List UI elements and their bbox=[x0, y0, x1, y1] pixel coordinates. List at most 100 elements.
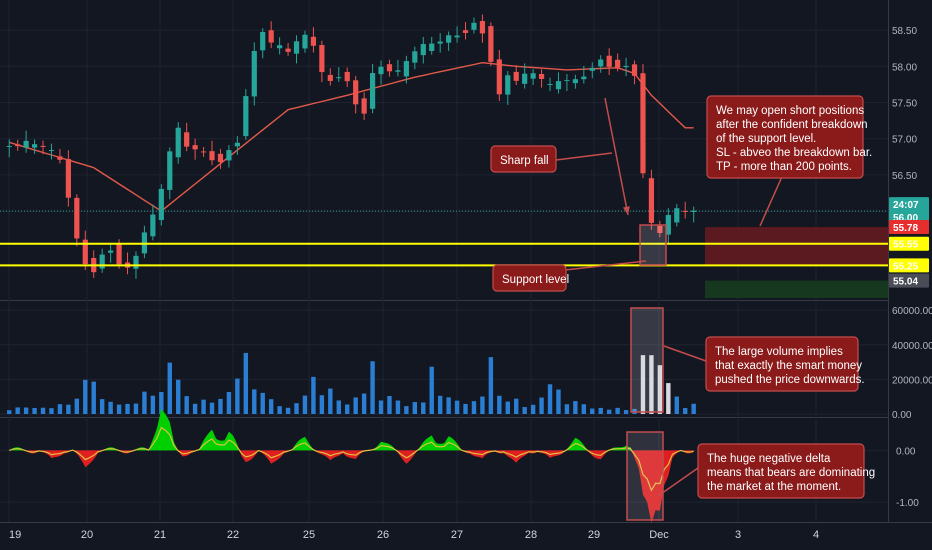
stop-loss-zone bbox=[705, 227, 888, 266]
candle-body bbox=[260, 31, 266, 51]
volume-bar bbox=[83, 379, 88, 414]
candle-body bbox=[403, 61, 409, 77]
candle-body bbox=[200, 151, 207, 153]
volume-bar bbox=[640, 355, 646, 414]
date-tick-label: 3 bbox=[735, 529, 741, 541]
candle-body bbox=[572, 79, 578, 84]
candle-body bbox=[513, 71, 519, 81]
volume-bar bbox=[564, 404, 570, 414]
volume-bar bbox=[235, 378, 240, 414]
date-tick-label: 28 bbox=[525, 529, 537, 541]
candle-body bbox=[234, 142, 240, 147]
support-tag-upper-bg bbox=[889, 236, 929, 251]
candle-body bbox=[251, 51, 257, 97]
volume-bar bbox=[404, 406, 409, 414]
take-profit-tag: 55.04 bbox=[893, 277, 918, 288]
candle-body bbox=[674, 208, 680, 223]
candle-body bbox=[310, 36, 317, 46]
volume-bar bbox=[133, 403, 139, 414]
volume-bar bbox=[311, 376, 316, 414]
volume-bar bbox=[683, 408, 688, 414]
candle-body bbox=[57, 156, 63, 160]
date-tick-label: 19 bbox=[9, 529, 21, 541]
volume-bar bbox=[285, 407, 291, 414]
volume-bar bbox=[40, 407, 46, 414]
candle-body bbox=[505, 75, 511, 95]
volume-bar bbox=[657, 365, 663, 414]
volume-bar bbox=[497, 395, 502, 414]
sharp-fall-note-line: Sharp fall bbox=[500, 155, 549, 167]
candle-body bbox=[615, 59, 621, 68]
support-tag-upper: 55.55 bbox=[893, 240, 918, 251]
volume-bar bbox=[268, 399, 274, 414]
date-tick-label: 20 bbox=[81, 529, 93, 541]
volume-bar bbox=[74, 398, 80, 414]
date-tick-label: 25 bbox=[303, 529, 315, 541]
countdown-tag-bg bbox=[889, 197, 929, 212]
volume-bar bbox=[514, 398, 519, 414]
volume-bar bbox=[539, 397, 544, 414]
candle-body bbox=[437, 41, 443, 44]
candle-body bbox=[538, 74, 545, 79]
trade-idea-note-box bbox=[706, 95, 864, 179]
volume-bar bbox=[615, 407, 620, 414]
volume-bar bbox=[606, 409, 612, 414]
volume-bar bbox=[480, 396, 485, 414]
candle-body bbox=[167, 151, 173, 190]
volume-bar bbox=[319, 395, 325, 414]
trade-idea-note-line: after the confident breakdown bbox=[716, 119, 868, 131]
trade-idea-note-line: SL - abveo the breakdown bar. bbox=[716, 147, 872, 159]
volume-bar bbox=[294, 403, 299, 414]
volume-bar bbox=[361, 393, 367, 414]
volume-bar bbox=[142, 391, 147, 414]
candle-body bbox=[336, 77, 342, 79]
candle-body bbox=[454, 35, 460, 38]
candle-body bbox=[555, 81, 562, 90]
volume-bar bbox=[547, 384, 553, 414]
price-tick-label: 58.00 bbox=[892, 62, 917, 73]
delta-arrow bbox=[657, 467, 699, 497]
candle-body bbox=[479, 21, 486, 34]
date-tick-label: 21 bbox=[154, 529, 166, 541]
volume-bar bbox=[556, 389, 561, 414]
support-level-note-line: Support level bbox=[502, 274, 569, 286]
candle-body bbox=[40, 145, 46, 147]
candle-body bbox=[108, 250, 114, 253]
volume-bar bbox=[412, 402, 418, 414]
volume-bar bbox=[666, 383, 671, 414]
candle-body bbox=[31, 144, 38, 148]
volume-bar bbox=[209, 402, 215, 414]
candle-body bbox=[412, 51, 418, 63]
candle-body bbox=[344, 71, 350, 82]
volume-bar bbox=[623, 410, 629, 414]
candle-body bbox=[496, 59, 502, 95]
volume-bar bbox=[691, 403, 696, 414]
volume-bar bbox=[505, 401, 510, 414]
candle-body bbox=[547, 84, 553, 86]
volume-bar bbox=[387, 395, 392, 414]
candle-body bbox=[648, 178, 655, 223]
volume-bar bbox=[530, 404, 536, 414]
candle-body bbox=[133, 255, 139, 269]
volume-bar bbox=[370, 361, 375, 414]
date-tick-label: 26 bbox=[377, 529, 389, 541]
volume-bar bbox=[446, 397, 451, 414]
volume-tick-label: 60000.00 bbox=[892, 306, 932, 317]
volume-bar bbox=[218, 398, 223, 414]
candle-body bbox=[277, 45, 283, 49]
volume-bar bbox=[32, 407, 37, 414]
candle-body bbox=[293, 41, 300, 54]
take-profit-zone bbox=[705, 280, 888, 298]
candle-body bbox=[395, 70, 401, 72]
support-level-note-box bbox=[492, 264, 567, 292]
volume-bar bbox=[598, 407, 603, 414]
volume-note-line: The large volume implies bbox=[715, 346, 843, 358]
delta-note-line: means that bears are dominating bbox=[707, 467, 875, 479]
delta-spike-box bbox=[626, 431, 664, 521]
volume-bar bbox=[192, 403, 198, 414]
candle-body bbox=[691, 210, 697, 212]
candle-body bbox=[530, 73, 536, 79]
volume-bar bbox=[116, 404, 122, 414]
volume-bar bbox=[252, 389, 257, 414]
